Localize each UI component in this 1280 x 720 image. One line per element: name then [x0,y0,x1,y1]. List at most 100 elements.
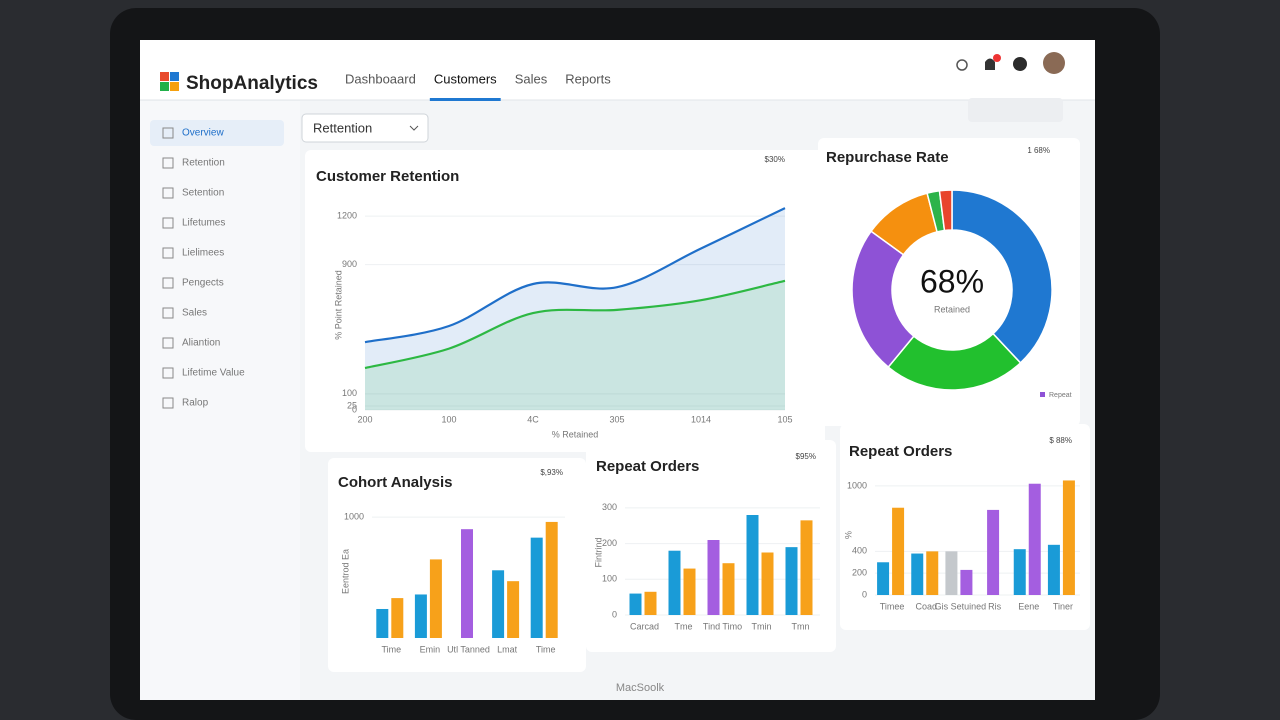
x-tick-label: Lmat [497,644,518,654]
bar [1047,544,1060,595]
bar [629,593,642,615]
chart-title: Repurchase Rate [826,149,949,166]
x-tick-label: Timee [880,601,905,611]
legend-swatch [1040,392,1045,397]
chart-badge: $30% [765,155,785,164]
sidebar-icon [162,397,174,409]
y-tick-label: 200 [852,568,867,578]
bar [545,521,558,638]
x-tick-label: 305 [609,414,624,424]
logo [170,82,179,91]
bar [461,529,473,638]
bar [800,520,813,615]
bar [507,581,520,638]
bar [707,540,720,615]
card [305,150,825,452]
bell-icon[interactable] [985,58,995,71]
sidebar-icon [162,307,174,319]
y-tick-label: 0 [862,589,867,599]
x-tick-label: 200 [357,414,372,424]
x-tick-label: Tiner [1053,601,1073,611]
logo [160,72,169,81]
y-tick-label: 1200 [337,211,357,221]
sidebar-item[interactable]: Retention [182,158,225,169]
bar [414,594,427,638]
sidebar-item[interactable]: Lielimees [182,248,224,259]
sidebar-item[interactable]: Setention [182,188,224,199]
x-tick-label: Tmin [752,621,772,631]
y-tick-label: 0 [352,404,357,414]
x-tick-label: Time [381,644,401,654]
y-tick-label: 300 [602,502,617,512]
sidebar-item[interactable]: Lifetime Value [182,368,245,379]
filter-label[interactable]: Rettention [313,120,372,135]
x-tick-label: Gis Setuined [935,601,987,611]
bar [1013,549,1026,595]
sidebar [140,101,300,700]
sidebar-item[interactable]: Pengects [182,278,224,289]
brand: ShopAnalytics [186,73,318,94]
bar [987,509,1000,595]
y-tick-label: 100 [342,388,357,398]
y-tick-label: 1000 [344,511,364,521]
nav-item[interactable]: Dashboaard [345,71,416,86]
y-tick-label: 0 [612,609,617,619]
y-tick-label: 400 [852,546,867,556]
header [140,40,1095,100]
chart-title: Repeat Orders [849,443,952,460]
sidebar-icon [162,217,174,229]
donut-segment [938,189,953,232]
bar [1028,483,1041,595]
bar [429,559,442,638]
bar [877,562,890,595]
y-axis-label: % Point Retained [333,270,343,340]
logo [170,72,179,81]
chart-badge: $95% [796,452,816,461]
x-tick-label: 4C [527,414,539,424]
search-icon[interactable] [956,59,968,71]
y-axis-label: Fintrind [593,537,603,567]
x-tick-label: Tind Timo [703,621,742,631]
legend-label: Repeat [1049,392,1072,399]
sidebar-item[interactable]: Lifetumes [182,218,225,229]
y-tick-label: 100 [602,574,617,584]
nav-item[interactable]: Sales [515,71,548,86]
x-tick-label: Time [536,644,556,654]
chart-badge: 1 68% [1027,146,1050,155]
x-tick-label: Carcad [630,621,659,631]
bar [1062,480,1075,595]
x-tick-label: Tme [675,621,693,631]
y-tick-label: 200 [602,538,617,548]
x-tick-label: Coad [915,601,937,611]
area-fill [365,280,785,410]
bar [746,515,759,615]
sidebar-item[interactable]: Ralop [182,398,209,409]
center-value: 68% [920,263,984,299]
x-tick-label: Ris [988,601,1001,611]
sidebar-icon [162,367,174,379]
sidebar-item[interactable]: Overview [182,128,224,139]
chart-title: Repeat Orders [596,458,699,475]
sidebar-icon [162,247,174,259]
avatar[interactable] [1043,52,1065,74]
settings-icon[interactable] [1013,57,1027,71]
filter-dropdown[interactable] [301,113,429,143]
x-tick-label: Eene [1018,601,1039,611]
x-tick-label: 100 [441,414,456,424]
x-axis-label: % Retained [552,429,599,439]
nav-item[interactable]: Customers [434,71,497,86]
sidebar-item[interactable]: Aliantion [182,338,220,349]
x-tick-label: Tmn [792,621,810,631]
bar [683,568,696,615]
sidebar-icon [162,157,174,169]
sidebar-icon [162,277,174,289]
x-tick-label: 105 [777,414,792,424]
y-tick-label: 900 [342,259,357,269]
center-label: Retained [934,304,970,314]
x-tick-label: Utl Tanned [447,644,490,654]
nav-item[interactable]: Reports [565,71,611,86]
y-tick-label: 25 [347,400,357,410]
sidebar-item[interactable]: Sales [182,308,207,319]
bar [376,608,389,638]
bar [530,537,543,638]
